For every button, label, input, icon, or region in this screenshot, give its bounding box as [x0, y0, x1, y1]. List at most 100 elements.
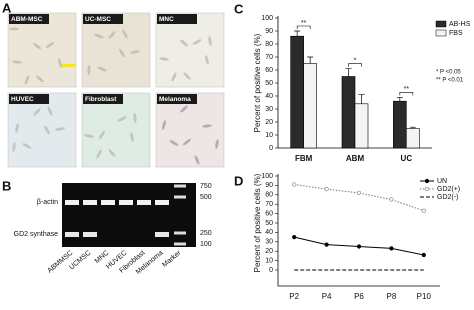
cell	[202, 124, 212, 128]
bar	[341, 76, 356, 149]
y-tick-label: 70	[265, 201, 273, 208]
error-bar	[396, 96, 403, 102]
cell	[180, 39, 188, 47]
band	[155, 232, 169, 237]
error-bar	[409, 126, 416, 129]
image-label: HUVEC	[11, 96, 34, 103]
cell	[162, 120, 166, 130]
point	[389, 246, 394, 251]
y-tick-label: 100	[261, 173, 273, 180]
cell	[96, 149, 102, 159]
y-tick-label: 10	[265, 132, 273, 139]
legend-swatch	[435, 29, 447, 37]
point	[389, 197, 394, 202]
cell	[182, 138, 192, 146]
y-tick-label: 40	[265, 93, 273, 100]
micrograph	[155, 92, 225, 168]
y-tick-label: 90	[265, 28, 273, 35]
legend-marker	[424, 186, 430, 192]
label-box	[83, 94, 123, 104]
label-box	[157, 14, 197, 24]
cell	[47, 106, 53, 116]
cell	[192, 39, 202, 45]
label-box	[9, 94, 49, 104]
x-tick-label: UC	[401, 154, 413, 163]
cell	[194, 155, 200, 165]
marker-band	[174, 231, 186, 235]
cell	[133, 113, 137, 123]
band	[119, 200, 133, 205]
cell	[205, 55, 209, 65]
y-tick-label: 50	[265, 220, 273, 227]
significance-label: *	[354, 58, 357, 65]
point	[324, 187, 329, 192]
point	[356, 190, 362, 196]
cell	[33, 108, 41, 116]
cell	[119, 48, 125, 58]
y-tick-label: 20	[265, 119, 273, 126]
y-tick-label: 20	[265, 248, 273, 255]
cell	[130, 132, 134, 142]
label-box	[83, 14, 123, 24]
micrograph	[7, 92, 77, 168]
error-bar	[345, 68, 352, 77]
marker-band	[174, 184, 186, 188]
image-label: UC-MSC	[85, 16, 111, 23]
significance-bracket	[348, 63, 362, 67]
y-tick-label: 0	[269, 267, 273, 274]
bar	[354, 103, 369, 149]
x-tick-label: ABM	[346, 154, 365, 163]
y-tick-label: 30	[265, 106, 273, 113]
cell	[97, 66, 107, 72]
cell	[55, 127, 65, 131]
marker-band	[174, 195, 186, 199]
cell	[9, 27, 19, 31]
note: * P <0.05	[436, 70, 461, 76]
band	[155, 200, 169, 205]
legend-label: GD2(+)	[437, 186, 460, 193]
cell	[169, 140, 179, 146]
label-box	[9, 14, 49, 24]
band	[137, 200, 151, 205]
legend-swatch	[435, 20, 447, 28]
size-label: 500	[200, 194, 212, 201]
micrograph	[81, 92, 151, 168]
image-label: Fibroblast	[85, 96, 117, 103]
error-bar	[294, 30, 301, 37]
y-tick-label: 50	[265, 80, 273, 87]
error-bar	[307, 56, 314, 64]
micrograph	[81, 12, 151, 88]
band	[65, 232, 79, 237]
x-tick-label: P2	[289, 292, 299, 301]
y-tick-label: 40	[265, 229, 273, 236]
cell	[84, 134, 94, 138]
image-label: Melanoma	[159, 96, 191, 103]
micrograph	[155, 12, 225, 88]
point	[292, 182, 297, 187]
y-axis-label: Percent of positive cells (%)	[253, 33, 262, 132]
point	[324, 242, 329, 247]
note: ** P <0.01	[436, 78, 464, 84]
label-box	[157, 94, 197, 104]
point	[356, 244, 362, 249]
image-label: ABM-MSC	[11, 16, 43, 23]
cell	[36, 75, 44, 83]
point	[292, 235, 297, 240]
cell	[183, 72, 191, 80]
bar	[393, 100, 407, 149]
band	[65, 200, 79, 205]
y-tick-label: 70	[265, 54, 273, 61]
y-tick-label: 0	[269, 145, 273, 152]
cell	[130, 50, 140, 54]
legend-label: GD2(-)	[437, 194, 458, 201]
y-axis-label: Percent of positive cells (%)	[253, 173, 262, 272]
cell	[159, 57, 169, 61]
size-label: 750	[200, 183, 212, 190]
y-tick-label: 10	[265, 257, 273, 264]
cell	[208, 36, 212, 46]
panel-label: B	[2, 178, 11, 193]
size-label: 100	[200, 241, 212, 248]
cell	[171, 72, 177, 82]
panel-label: C	[234, 1, 244, 16]
